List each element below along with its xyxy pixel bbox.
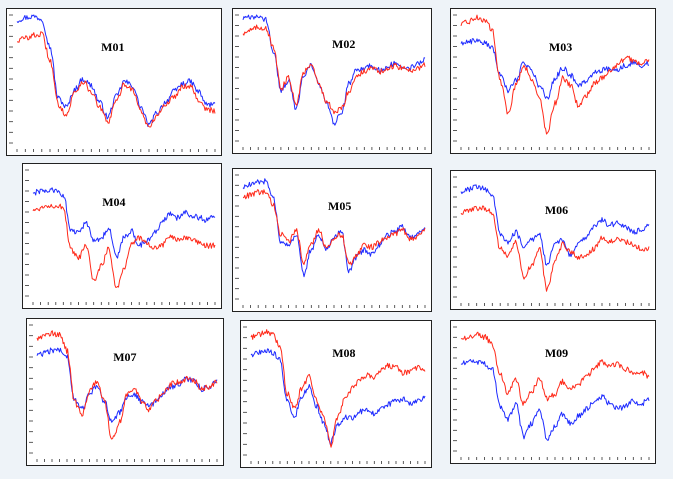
series-line-red [17,31,216,128]
chart-panel-m04: M04 [22,163,222,309]
chart-title: M03 [548,39,573,54]
series-line-red [460,331,650,406]
series-line-blue [242,14,426,126]
series-line-blue [460,359,650,441]
series-line-blue [16,14,216,127]
chart-panel-m07: M07 [26,318,224,466]
chart-panel-m01: M01 [6,8,222,156]
chart-panel-m08: M08 [240,320,432,468]
series-line-blue [32,187,216,259]
chart-title: M01 [101,40,125,55]
series-line-red [242,189,426,266]
chart-title: M08 [332,346,356,361]
chart-panel-m06: M06 [450,170,656,310]
chart-plot [9,14,216,152]
chart-plot [453,326,650,460]
chart-panel-m05: M05 [232,168,432,312]
series-line-red [250,329,426,448]
series-line-red [32,203,216,288]
chart-title: M07 [113,350,137,365]
chart-plot [243,326,426,464]
series-line-blue [250,348,426,445]
series-line-red [460,14,650,135]
chart-plot [25,169,216,305]
chart-panel-m02: M02 [232,8,432,154]
series-line-blue [460,38,649,100]
series-line-blue [460,184,650,266]
chart-title: M09 [544,345,569,360]
chart-title: M04 [102,194,126,209]
chart-plot [235,174,426,308]
chart-plot [453,14,650,150]
chart-title: M05 [328,199,352,214]
chart-panel-m09: M09 [450,320,656,464]
series-line-red [460,205,650,292]
chart-plot [29,324,218,462]
series-line-red [242,24,426,115]
chart-plot [453,176,650,306]
series-line-blue [36,347,218,423]
chart-plot [235,14,426,150]
chart-panel-m03: M03 [450,8,656,154]
chart-title: M06 [544,203,569,218]
series-line-red [36,330,218,440]
series-line-blue [242,178,426,278]
chart-title: M02 [332,36,356,51]
